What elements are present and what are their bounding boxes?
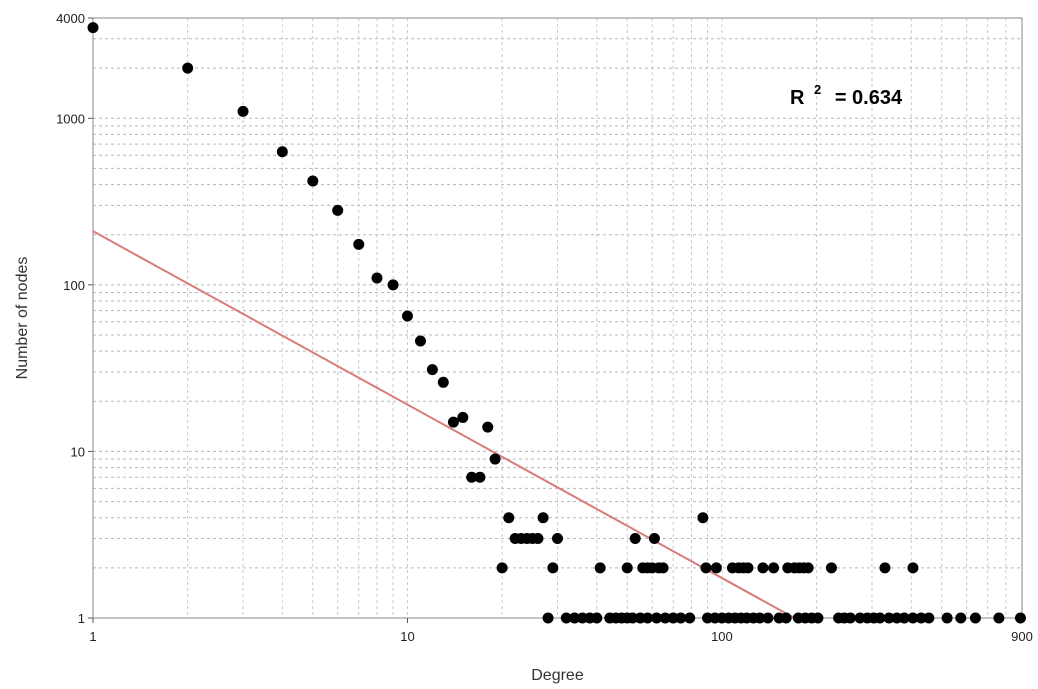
data-point — [844, 612, 856, 624]
r-squared-letter: R — [790, 87, 805, 109]
data-point — [684, 612, 696, 624]
data-point — [426, 364, 438, 376]
data-point — [768, 562, 780, 574]
data-point — [552, 533, 563, 545]
data-point — [401, 310, 413, 322]
data-point — [879, 562, 891, 574]
x-axis-title: Degree — [531, 667, 584, 684]
data-point — [802, 562, 814, 574]
data-point — [489, 453, 501, 465]
data-point — [387, 279, 399, 291]
y-axis-title: Number of nodes — [14, 257, 31, 380]
data-point — [627, 612, 639, 624]
data-point — [993, 612, 1005, 624]
data-point — [780, 612, 792, 624]
data-point — [276, 146, 288, 158]
data-point — [560, 612, 572, 624]
data-point — [569, 612, 581, 624]
data-point — [874, 612, 886, 624]
data-point — [496, 562, 508, 574]
data-point — [447, 416, 459, 428]
data-point — [757, 562, 769, 574]
data-point — [898, 612, 910, 624]
data-point — [659, 612, 671, 624]
data-point — [941, 612, 953, 624]
r-squared-value: = 0.634 — [835, 87, 903, 109]
data-point — [371, 272, 383, 284]
data-point — [762, 612, 774, 624]
data-point — [547, 562, 559, 574]
data-point — [332, 204, 344, 216]
x-tick-label: 100 — [711, 629, 733, 644]
data-point — [907, 612, 919, 624]
data-point — [182, 62, 194, 74]
data-point — [742, 562, 754, 574]
data-point — [883, 612, 895, 624]
data-point — [697, 512, 709, 524]
data-point — [754, 612, 766, 624]
data-point — [642, 612, 654, 624]
data-point — [503, 512, 515, 524]
data-point — [353, 238, 365, 250]
data-point — [955, 612, 967, 624]
data-point — [657, 562, 669, 574]
r-squared-annotation: R 2 = 0.634 — [790, 77, 903, 109]
x-tick-label: 1 — [89, 629, 96, 644]
scatter-points — [87, 22, 1026, 624]
x-tick-label: 900 — [1011, 629, 1033, 644]
data-point — [414, 335, 426, 347]
data-point — [532, 533, 544, 545]
y-tick-label: 1000 — [56, 111, 85, 126]
y-tick-label: 100 — [63, 278, 85, 293]
data-point — [825, 562, 837, 574]
data-point — [591, 612, 603, 624]
data-point — [629, 533, 641, 545]
plot-area — [92, 17, 1023, 619]
data-point — [667, 612, 679, 624]
data-point — [700, 562, 712, 574]
data-point — [482, 421, 494, 433]
data-point — [474, 471, 486, 483]
grid — [92, 17, 1023, 619]
data-point — [466, 471, 478, 483]
data-point — [542, 612, 554, 624]
data-point — [537, 512, 549, 524]
data-point — [648, 533, 660, 545]
data-point — [969, 612, 981, 624]
x-tick-label: 10 — [400, 629, 414, 644]
y-tick-label: 1 — [78, 611, 85, 626]
data-point — [237, 105, 249, 117]
data-point — [915, 612, 927, 624]
data-point — [457, 411, 469, 423]
data-point — [923, 612, 935, 624]
data-point — [437, 376, 449, 388]
data-point — [651, 612, 663, 624]
y-tick-label: 4000 — [56, 11, 85, 26]
fit-line — [92, 230, 795, 619]
data-point — [307, 175, 319, 187]
data-point — [87, 22, 99, 34]
r-squared-superscript: 2 — [814, 82, 821, 97]
axis-ticks: 1 10 100 900 1 10 100 1000 4000 — [56, 11, 1033, 644]
data-point — [907, 562, 919, 574]
data-point — [675, 612, 687, 624]
data-point — [621, 562, 633, 574]
regression-line — [92, 230, 795, 619]
data-point — [710, 562, 722, 574]
y-tick-label: 10 — [71, 444, 85, 459]
data-point — [1014, 612, 1026, 624]
data-point — [812, 612, 824, 624]
data-point — [594, 562, 606, 574]
